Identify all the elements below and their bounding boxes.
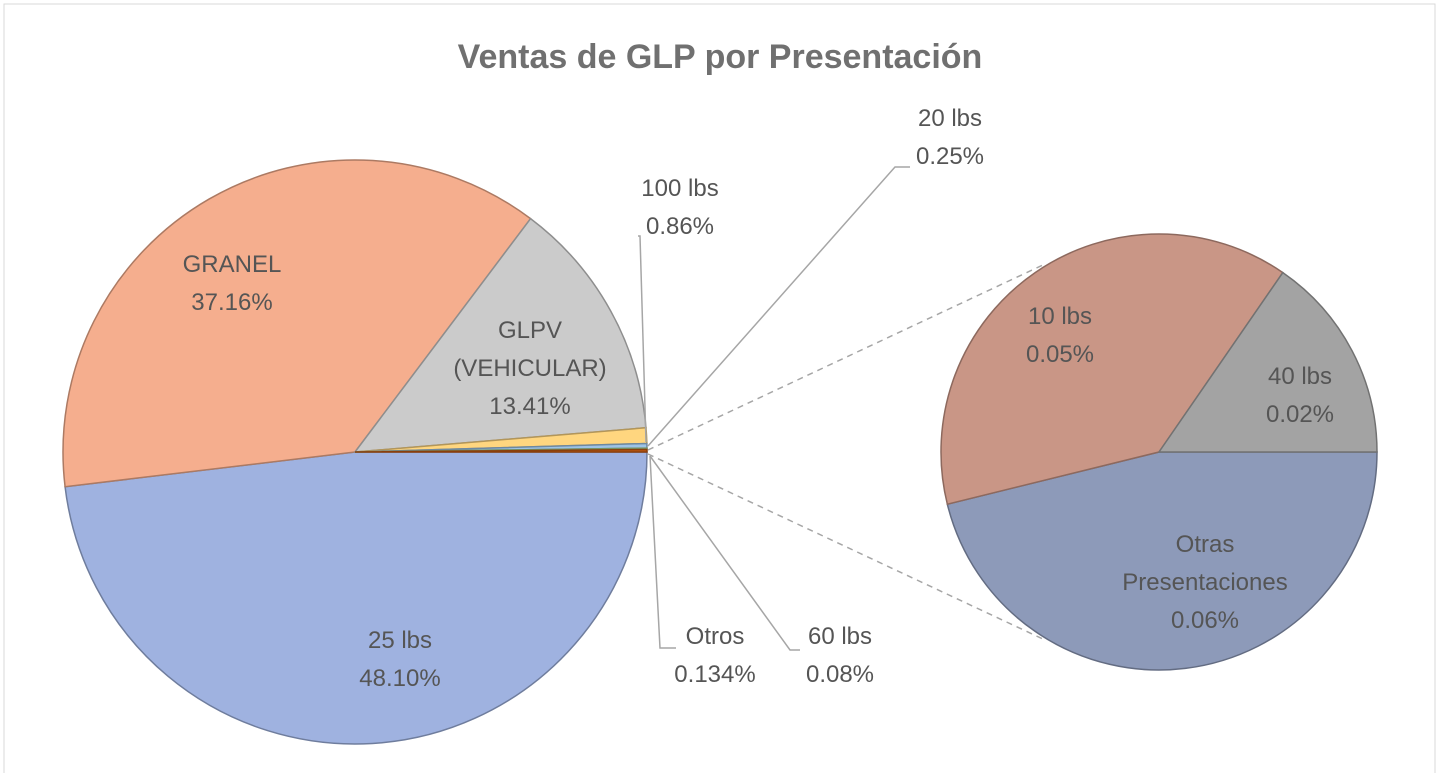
pie-slice (946, 451, 1378, 671)
leader-line (647, 166, 910, 447)
label-category: 60 lbs (807, 623, 873, 650)
label-value: 0.86% (645, 213, 715, 240)
label-value: 0.134% (674, 661, 756, 688)
label-value: 0.25% (915, 143, 985, 170)
label-category: Otros (685, 623, 745, 650)
chart-title: Ventas de GLP por Presentación (457, 38, 983, 76)
label-value: 48.10% (359, 665, 441, 692)
label-category: GLPV (VEHICULAR) (453, 317, 607, 382)
data-label: Otras Presentaciones 0.06% (1105, 526, 1305, 640)
label-category: 20 lbs (917, 105, 983, 132)
pie-slice (62, 159, 532, 488)
label-category: 100 lbs (641, 175, 719, 202)
connector-line (647, 263, 1046, 451)
pie-slice (1157, 271, 1378, 453)
chart-border (3, 3, 1436, 773)
data-label: 20 lbs 0.25% (890, 100, 1010, 176)
label-value: 0.06% (1170, 607, 1240, 634)
leader-line (649, 455, 676, 649)
label-category: 10 lbs (1027, 303, 1093, 330)
label-category: Otras Presentaciones (1122, 531, 1288, 596)
pie-slice (940, 233, 1284, 506)
pie-slice (354, 448, 648, 453)
data-label: 60 lbs 0.08% (780, 618, 900, 694)
leader-line (649, 455, 800, 651)
leader-lines (638, 166, 910, 651)
data-label: 40 lbs 0.02% (1240, 358, 1360, 434)
label-category: GRANEL (182, 251, 282, 278)
connector-line (647, 453, 1046, 641)
connectors (647, 263, 1046, 641)
label-value: 0.02% (1265, 401, 1335, 428)
data-label: 25 lbs 48.10% (300, 622, 500, 698)
label-category: 25 lbs (367, 627, 433, 654)
label-value: 37.16% (191, 289, 273, 316)
leader-line (638, 235, 647, 443)
data-label: GRANEL 37.16% (132, 246, 332, 322)
label-value: 13.41% (489, 393, 571, 420)
data-label: 10 lbs 0.05% (1000, 298, 1120, 374)
label-value: 0.08% (805, 661, 875, 688)
pie-slice (64, 451, 648, 745)
pie-slice (353, 217, 647, 453)
label-value: 0.05% (1025, 341, 1095, 368)
data-label: 100 lbs 0.86% (620, 170, 740, 246)
label-category: 40 lbs (1267, 363, 1333, 390)
data-label: GLPV (VEHICULAR) 13.41% (440, 312, 620, 426)
data-label: Otros 0.134% (660, 618, 770, 694)
